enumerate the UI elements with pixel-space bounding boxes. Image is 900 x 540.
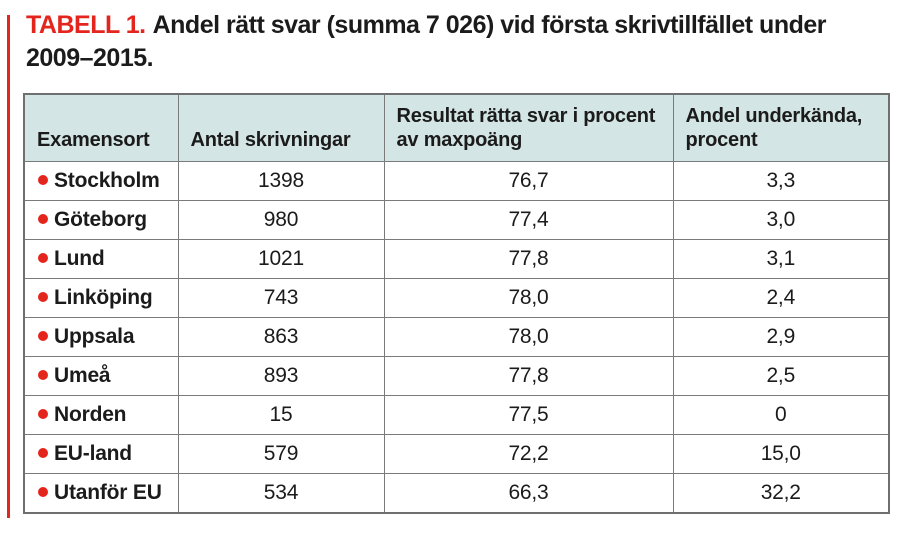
antal-cell: 1398 (177, 161, 385, 201)
resultat-cell: 76,7 (383, 161, 674, 201)
col-header-underkanda: Andel underkända, procent (672, 93, 890, 162)
underkanda-cell: 0 (672, 395, 890, 435)
table-row: Lund 1021 77,8 3,1 (23, 239, 890, 279)
underkanda-cell: 3,1 (672, 239, 890, 279)
resultat-cell: 78,0 (383, 317, 674, 357)
table-caption: TABELL 1. Andel rätt svar (summa 7 026) v… (26, 9, 900, 75)
table-row: Utanför EU 534 66,3 32,2 (23, 473, 890, 514)
antal-cell: 579 (177, 434, 385, 474)
examensort-label: Göteborg (54, 208, 147, 231)
caption-text: Andel rätt svar (summa 7 026) vid första… (152, 11, 827, 39)
examensort-label: EU-land (54, 442, 132, 465)
examensort-label: Norden (54, 403, 127, 426)
examensort-label: Umeå (54, 364, 111, 387)
resultat-cell: 78,0 (383, 278, 674, 318)
examensort-label: Utanför EU (54, 481, 162, 504)
col-header-resultat: Resultat rätta svar i procent av maxpoän… (383, 93, 674, 162)
examensort-cell: Göteborg (23, 200, 179, 240)
results-table: Examensort Antal skrivningar Resultat rä… (23, 93, 890, 514)
red-bullet-icon (38, 487, 48, 498)
examensort-label: Stockholm (54, 169, 160, 192)
results-table-container: Examensort Antal skrivningar Resultat rä… (23, 93, 890, 514)
underkanda-cell: 3,3 (672, 161, 890, 201)
resultat-cell: 66,3 (383, 473, 674, 514)
examensort-cell: Uppsala (23, 317, 179, 357)
red-bullet-icon (38, 253, 48, 264)
table-row: EU-land 579 72,2 15,0 (23, 434, 890, 474)
antal-cell: 980 (177, 200, 385, 240)
header-row: Examensort Antal skrivningar Resultat rä… (23, 93, 890, 162)
underkanda-cell: 2,4 (672, 278, 890, 318)
antal-cell: 1021 (177, 239, 385, 279)
examensort-label: Uppsala (54, 325, 135, 348)
red-bullet-icon (38, 175, 48, 186)
red-bullet-icon (38, 292, 48, 303)
examensort-cell: EU-land (23, 434, 179, 474)
red-bullet-icon (38, 370, 48, 381)
examensort-cell: Lund (23, 239, 179, 279)
col-header-examensort: Examensort (23, 93, 179, 162)
accent-bar (7, 15, 10, 518)
resultat-cell: 77,8 (383, 356, 674, 396)
underkanda-cell: 15,0 (672, 434, 890, 474)
table-row: Umeå 893 77,8 2,5 (23, 356, 890, 396)
resultat-cell: 72,2 (383, 434, 674, 474)
examensort-cell: Utanför EU (23, 473, 179, 514)
red-bullet-icon (38, 331, 48, 342)
col-header-antal-skrivningar: Antal skrivningar (177, 93, 385, 162)
antal-cell: 15 (177, 395, 385, 435)
examensort-label: Linköping (54, 286, 153, 309)
red-bullet-icon (38, 214, 48, 225)
resultat-cell: 77,8 (383, 239, 674, 279)
table-row: Norden 15 77,5 0 (23, 395, 890, 435)
antal-cell: 534 (177, 473, 385, 514)
examensort-cell: Umeå (23, 356, 179, 396)
table-row: Stockholm 1398 76,7 3,3 (23, 161, 890, 201)
underkanda-cell: 32,2 (672, 473, 890, 514)
examensort-cell: Norden (23, 395, 179, 435)
caption-line-2: 2009–2015. (26, 44, 154, 72)
red-bullet-icon (38, 409, 48, 420)
resultat-cell: 77,4 (383, 200, 674, 240)
antal-cell: 863 (177, 317, 385, 357)
table-row: Göteborg 980 77,4 3,0 (23, 200, 890, 240)
examensort-label: Lund (54, 247, 105, 270)
examensort-cell: Stockholm (23, 161, 179, 201)
resultat-cell: 77,5 (383, 395, 674, 435)
underkanda-cell: 3,0 (672, 200, 890, 240)
underkanda-cell: 2,9 (672, 317, 890, 357)
table-row: Uppsala 863 78,0 2,9 (23, 317, 890, 357)
examensort-cell: Linköping (23, 278, 179, 318)
table-label: TABELL 1. (26, 11, 146, 39)
antal-cell: 743 (177, 278, 385, 318)
antal-cell: 893 (177, 356, 385, 396)
table-row: Linköping 743 78,0 2,4 (23, 278, 890, 318)
underkanda-cell: 2,5 (672, 356, 890, 396)
caption-line-1: TABELL 1. Andel rätt svar (summa 7 026) v… (26, 9, 900, 42)
red-bullet-icon (38, 448, 48, 459)
